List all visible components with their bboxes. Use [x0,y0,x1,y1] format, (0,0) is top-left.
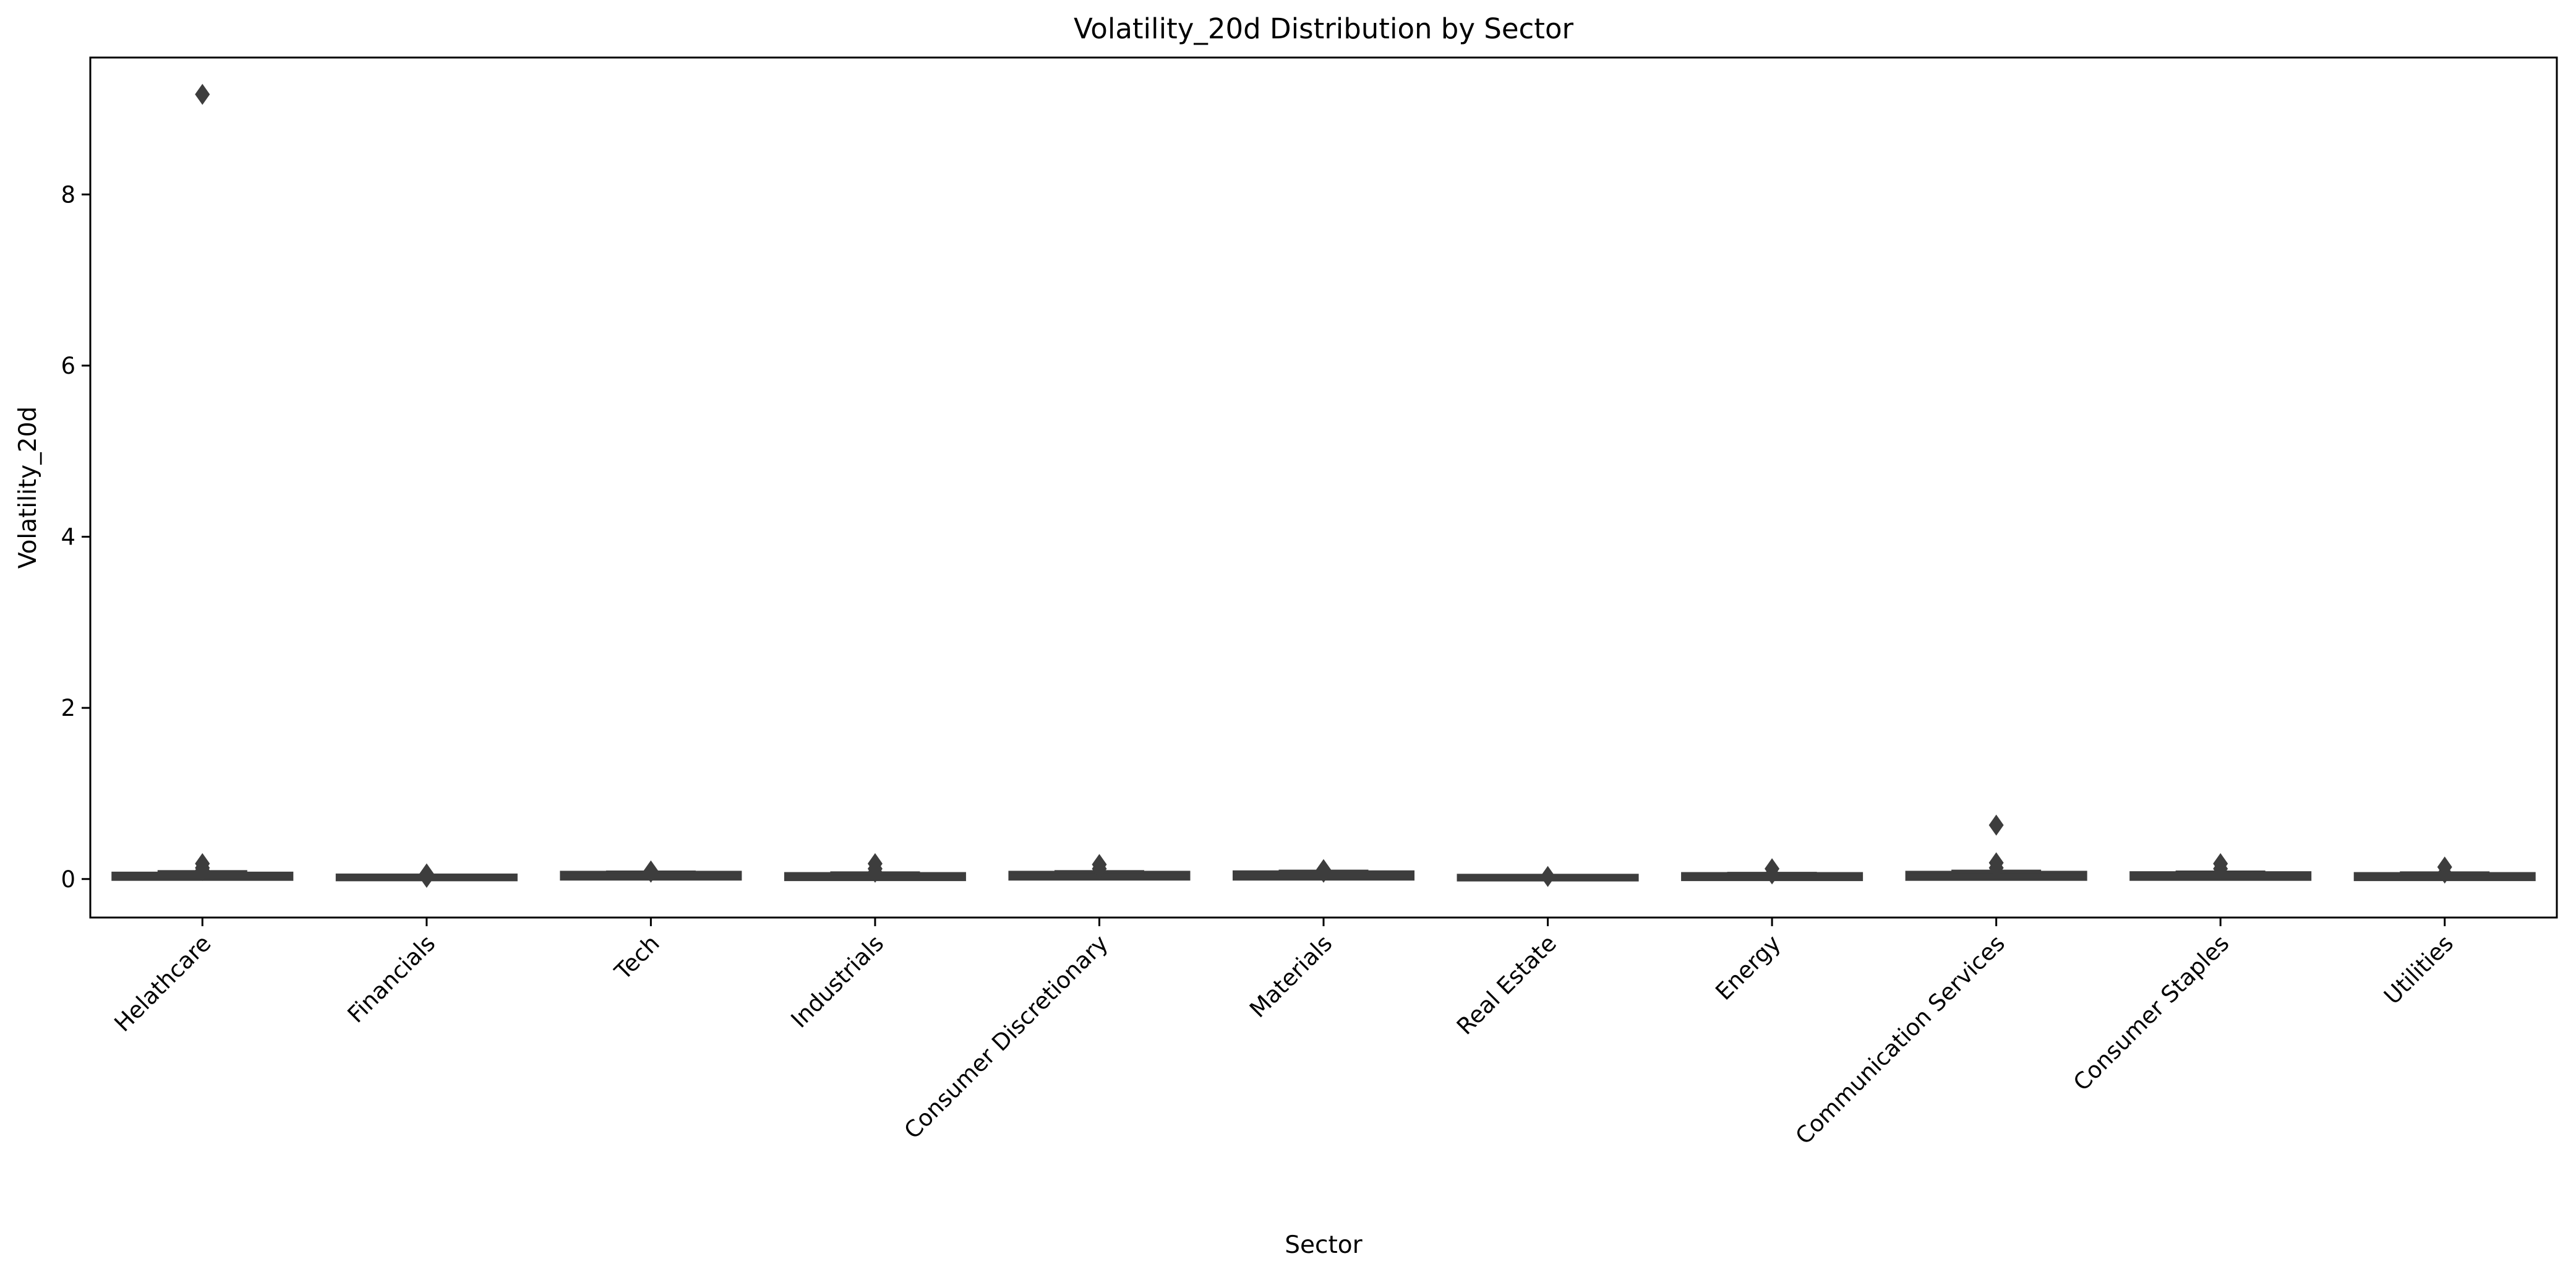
box-industrials [784,853,966,883]
outlier-point [1988,814,2004,836]
y-tick-label: 0 [61,866,75,893]
y-tick-label: 8 [61,181,75,208]
box-consumer-staples [2129,853,2312,881]
box-helathcare [111,84,294,881]
outlier-point [195,859,210,881]
x-tick-label: Energy [1710,930,1786,1005]
x-axis-label: Sector [1285,1231,1363,1259]
x-tick-label: Real Estate [1452,930,1562,1040]
outlier-point [1092,858,1107,880]
y-tick-label: 6 [61,353,75,379]
box-materials [1232,859,1415,883]
outlier-point [1540,866,1555,887]
x-tick-label: Financials [343,930,441,1028]
outlier-point [643,861,659,883]
outlier-point [1316,861,1331,883]
y-tick-label: 2 [61,695,75,721]
box-utilities [2353,856,2536,884]
outlier-point [2437,862,2452,884]
outlier-point [1765,863,1780,885]
x-tick-label: Consumer Staples [2068,930,2235,1096]
plot-frame [89,56,2558,919]
x-tick-label: Materials [1244,930,1337,1023]
y-tick-label: 4 [61,524,75,551]
x-tick-label: Tech [609,930,665,986]
x-tick-label: Industrials [786,930,889,1033]
outlier-point [195,84,210,105]
y-axis-label: Volatility_20d [14,406,42,569]
box-tech [560,860,742,883]
outlier-point [419,866,434,888]
x-axis: Helathcare Financials Tech Industrials Consu… [109,918,2458,1150]
outlier-point [2213,858,2228,880]
box-consumer-discretionary [1008,854,1191,881]
x-tick-label: Consumer Discretionary [899,930,1113,1144]
x-tick-label: Helathcare [109,930,216,1037]
box-communication-services [1905,814,2087,881]
plot-area [111,84,2536,888]
box-financials [335,863,518,888]
outlier-point [867,861,883,883]
x-tick-label: Communication Services [1791,930,2010,1150]
y-axis: 0 2 4 6 8 [61,181,90,893]
chart-title: Volatility_20d Distribution by Sector [1074,12,1573,45]
box-real-estate [1457,866,1639,887]
outlier-point [1988,857,2004,879]
x-tick-label: Utilities [2379,930,2458,1010]
box-energy [1681,858,1864,885]
